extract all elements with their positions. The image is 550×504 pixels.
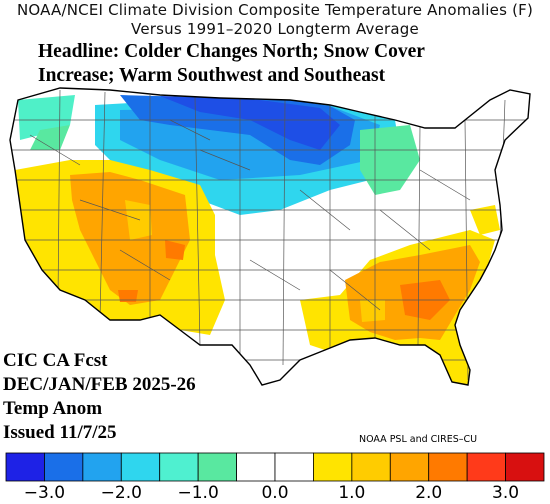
legend-bin	[197, 452, 237, 482]
legend-bin	[159, 452, 199, 482]
legend-tick-label: 3.0	[492, 483, 519, 503]
legend-bin	[505, 452, 545, 482]
headline-line-2: Increase; Warm Southwest and Southeast	[38, 65, 386, 86]
legend-bin	[389, 452, 430, 482]
division-boundaries	[10, 89, 530, 381]
headline: Headline: Colder Changes North; Snow Cov…	[38, 40, 538, 88]
legend-tick-label: −2.0	[101, 483, 142, 503]
legend-bin	[313, 452, 353, 482]
legend-tick-label: −1.0	[178, 483, 219, 503]
forecast-line-4: Issued 11/7/25	[3, 422, 117, 443]
region-mid-atlantic	[470, 205, 500, 235]
headline-line-1: Headline: Colder Changes North; Snow Cov…	[38, 41, 425, 62]
map-title: NOAA/NCEI Climate Division Composite Tem…	[16, 1, 534, 19]
forecast-line-2: DEC/JAN/FEB 2025-26	[3, 374, 196, 395]
region-pacific-northwest	[18, 95, 75, 140]
legend-bin	[5, 452, 45, 482]
legend-bin	[351, 452, 391, 482]
legend-tick-label: 2.0	[415, 483, 442, 503]
forecast-info: CIC CA Fcst DEC/JAN/FEB 2025-26 Temp Ano…	[3, 349, 196, 445]
credit-label: NOAA PSL and CIRES–CU	[359, 434, 478, 445]
legend-bin	[466, 452, 506, 482]
us-outline	[9, 87, 531, 386]
forecast-line-3: Temp Anom	[3, 398, 103, 419]
forecast-line-1: CIC CA Fcst	[3, 350, 108, 371]
legend-tick-label: 1.0	[338, 483, 365, 503]
legend-bin	[428, 452, 468, 482]
legend-bin	[236, 452, 276, 482]
legend-bin	[82, 452, 122, 482]
legend-bin	[120, 452, 161, 482]
legend-bin	[44, 452, 84, 482]
legend-tick-label: −3.0	[24, 483, 65, 503]
legend-tick-label: 0.0	[261, 483, 288, 503]
legend-bin	[274, 452, 314, 482]
map-subtitle: Versus 1991–2020 Longterm Average	[131, 20, 419, 38]
